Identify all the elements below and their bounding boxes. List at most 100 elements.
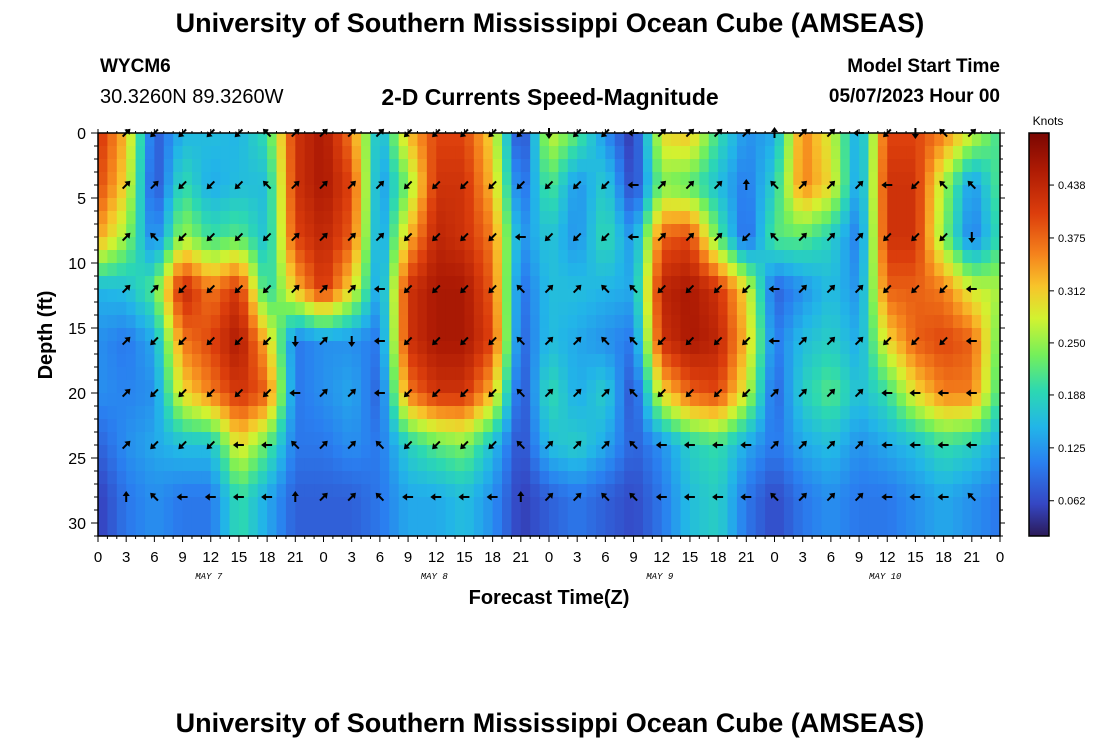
heatmap-cell [191, 380, 202, 394]
heatmap-cell [295, 458, 306, 472]
arrow-head [857, 388, 864, 395]
heatmap-cell [511, 432, 522, 446]
heatmap-cell [342, 198, 353, 212]
heatmap-cell [285, 224, 296, 238]
heatmap-cell [802, 276, 813, 290]
heatmap-cell [549, 341, 559, 355]
heatmap-cell [633, 276, 644, 290]
heatmap-cell [370, 328, 381, 342]
heatmap-cell [248, 367, 259, 381]
heatmap-cell [379, 380, 390, 394]
heatmap-cell [830, 172, 841, 186]
heatmap-cell [229, 185, 240, 199]
heatmap-cell [718, 263, 729, 277]
current-arrow [291, 440, 300, 450]
heatmap-cell [924, 172, 935, 186]
arrow-head [965, 337, 971, 345]
heatmap-cell [220, 159, 231, 173]
heatmap-cell [671, 315, 682, 329]
heatmap-cell [238, 224, 249, 238]
heatmap-cell [830, 432, 841, 446]
heatmap-cell [887, 432, 898, 446]
heatmap-cell [332, 224, 343, 238]
heatmap-cell [408, 133, 419, 147]
heatmap-cell [445, 367, 456, 381]
heatmap-cell [671, 276, 682, 290]
heatmap-cell [398, 315, 409, 329]
heatmap-cell [661, 523, 672, 536]
arrow-head [206, 339, 213, 346]
heatmap-cell [793, 432, 804, 446]
arrow-head [688, 232, 695, 239]
heatmap-cell [276, 159, 287, 173]
heatmap-cell [765, 419, 776, 433]
heatmap-cell [220, 393, 231, 407]
heatmap-cell [530, 159, 541, 173]
heatmap-cell [210, 445, 221, 459]
heatmap-cell [934, 185, 945, 199]
heatmap-cell [624, 406, 635, 420]
heatmap-cell [201, 419, 212, 433]
heatmap-cell [642, 367, 653, 381]
heatmap-cell [210, 315, 221, 329]
heatmap-cell [370, 497, 381, 511]
heatmap-cell [915, 432, 926, 446]
heatmap-cell [126, 341, 137, 355]
heatmap-cell [417, 146, 428, 160]
heatmap-cell [699, 523, 710, 536]
heatmap-cell [614, 471, 625, 485]
heatmap-cell [699, 224, 710, 238]
heatmap-cell [821, 328, 832, 342]
heatmap-cell [473, 406, 484, 420]
heatmap-cell [191, 393, 202, 407]
heatmap-cell [830, 146, 841, 160]
heatmap-cell [238, 367, 249, 381]
heatmap-cell [586, 393, 597, 407]
heatmap-cell [962, 250, 973, 264]
heatmap-cell [624, 341, 635, 355]
heatmap-cell [896, 484, 907, 498]
heatmap-cell [426, 341, 437, 355]
heatmap-cell [445, 458, 456, 472]
arrow-head [262, 235, 269, 242]
heatmap-cell [577, 185, 588, 199]
heatmap-cell [812, 198, 823, 212]
heatmap-cell [530, 315, 541, 329]
arrow-head [800, 388, 807, 395]
heatmap-cell [520, 523, 531, 536]
y-tick-label: 5 [77, 191, 86, 208]
heatmap-cell [370, 393, 381, 407]
heatmap-cell [257, 237, 268, 251]
heatmap-cell [727, 328, 738, 342]
heatmap-cell [304, 458, 315, 472]
heatmap-cell [586, 510, 597, 524]
heatmap-cell [906, 471, 917, 485]
heatmap-cell [727, 497, 738, 511]
heatmap-cell [238, 497, 249, 511]
heatmap-cell [953, 224, 964, 238]
heatmap-cell [398, 263, 409, 277]
heatmap-cell [229, 289, 240, 303]
arrow-head [488, 235, 495, 242]
heatmap-cell [802, 250, 813, 264]
heatmap-cell [483, 406, 494, 420]
current-arrow [121, 336, 131, 346]
heatmap-cell [868, 510, 879, 524]
arrow-head [178, 339, 185, 346]
heatmap-cell [483, 471, 494, 485]
heatmap-cell [859, 354, 870, 368]
heatmap-cell [774, 510, 785, 524]
heatmap-cell [633, 198, 644, 212]
heatmap-cell [943, 302, 954, 316]
heatmap-cell [229, 263, 240, 277]
heatmap-cell [455, 159, 466, 173]
heatmap-cell [370, 237, 381, 251]
heatmap-cell [661, 302, 672, 316]
heatmap-cell [896, 237, 907, 251]
heatmap-cell [502, 315, 513, 329]
heatmap-cell [699, 315, 710, 329]
heatmap-cell [361, 172, 372, 186]
heatmap-cell [332, 328, 343, 342]
heatmap-cell [765, 250, 776, 264]
